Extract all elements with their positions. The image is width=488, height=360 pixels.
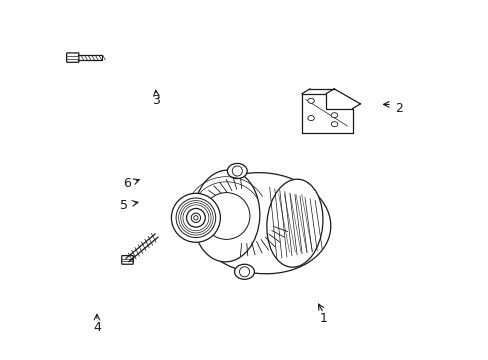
Ellipse shape — [227, 163, 247, 179]
FancyBboxPatch shape — [122, 256, 133, 264]
Circle shape — [191, 213, 200, 222]
Text: 4: 4 — [93, 321, 101, 334]
Text: 5: 5 — [120, 199, 128, 212]
Ellipse shape — [193, 170, 259, 262]
Ellipse shape — [266, 179, 322, 267]
Circle shape — [176, 198, 215, 238]
Circle shape — [239, 267, 249, 277]
Circle shape — [203, 193, 249, 239]
Circle shape — [232, 166, 242, 176]
Circle shape — [171, 193, 220, 242]
Ellipse shape — [307, 116, 314, 121]
Ellipse shape — [330, 122, 337, 127]
Circle shape — [186, 208, 205, 227]
Ellipse shape — [307, 98, 314, 103]
Ellipse shape — [194, 173, 330, 274]
Text: 1: 1 — [319, 312, 327, 325]
Text: 2: 2 — [395, 102, 403, 114]
Circle shape — [193, 216, 198, 220]
Ellipse shape — [234, 264, 254, 279]
Text: 3: 3 — [152, 94, 160, 107]
Ellipse shape — [330, 113, 337, 118]
Text: 6: 6 — [123, 177, 131, 190]
FancyBboxPatch shape — [66, 53, 79, 62]
